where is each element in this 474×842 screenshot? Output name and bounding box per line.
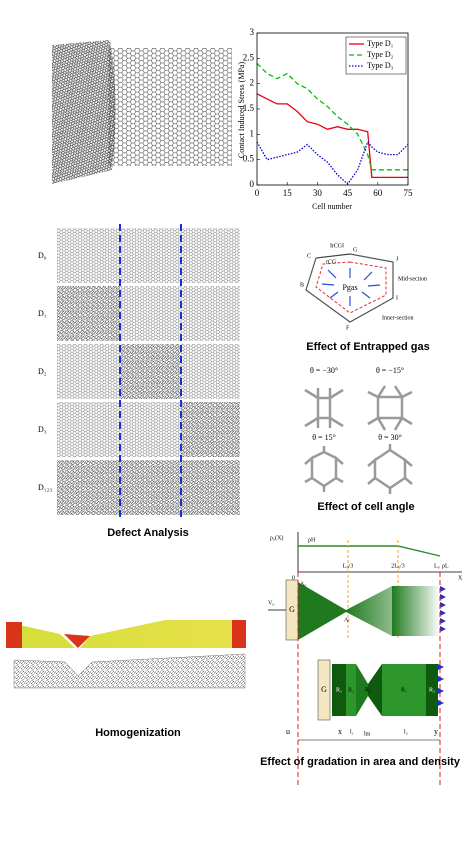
homogenization-image <box>6 620 246 689</box>
row-label: D₀ <box>38 251 47 260</box>
grad-label: Aₗ <box>344 617 349 623</box>
y-axis-label: Contact Induced Stress (MPa) <box>237 62 246 159</box>
grad-label: x <box>338 727 342 736</box>
row-label: D₃ <box>38 425 47 434</box>
x-tick-label: 0 <box>255 188 260 198</box>
caption: Effect of cell angle <box>317 501 414 513</box>
series-line <box>256 93 408 179</box>
caption: Effect of gradation in area and density <box>260 756 461 768</box>
stress-chart: Contact Induced Stress (MPa) Cell number… <box>237 27 413 211</box>
angle-label: θ = −15° <box>376 366 404 375</box>
y-tick-label: 1 <box>250 128 255 138</box>
legend-label: Type D₂ <box>367 50 394 59</box>
gas-label: I <box>396 295 398 301</box>
grad-label: X <box>458 575 463 581</box>
defect-panels <box>57 224 240 518</box>
grad-label: G <box>289 605 295 614</box>
grad-label: R₁ <box>336 687 342 693</box>
gas-diagram <box>305 253 394 323</box>
grad-label: R₃ <box>365 687 371 693</box>
grad-label: lm <box>364 731 371 737</box>
cell-shapes <box>304 385 413 494</box>
y-tick-label: 1.5 <box>243 103 255 113</box>
gas-label: Pgas <box>342 283 357 292</box>
row-label: D₁ <box>38 309 47 318</box>
caption: Homogenization <box>95 727 181 739</box>
gas-label: F <box>346 325 350 331</box>
caption: Effect of Entrapped gas <box>306 341 429 353</box>
grad-label: G <box>321 685 327 694</box>
y-tick-label: 2 <box>250 78 255 88</box>
grad-label: ρ₀(X) <box>270 534 283 541</box>
y-tick-label: 0.5 <box>243 154 255 164</box>
gas-label: Inner-section <box>382 315 414 321</box>
grad-label: A₀ <box>300 581 306 587</box>
gas-label: C <box>307 253 311 259</box>
grad-label: V₀ <box>268 600 274 606</box>
plot-frame <box>256 32 409 186</box>
grad-label: l₂ <box>404 729 408 735</box>
grad-label: ρL <box>442 563 449 569</box>
grad-label: u <box>286 727 290 736</box>
honeycomb-image <box>52 40 232 184</box>
gas-label: Mid-section <box>398 276 427 282</box>
grad-label: ρH <box>308 537 316 543</box>
angle-label: θ = 15° <box>312 433 336 442</box>
gas-label: G <box>353 247 358 253</box>
grad-label: l₁ <box>350 729 354 735</box>
grad-label: R₂ <box>348 687 354 693</box>
x-tick-label: 45 <box>343 188 353 198</box>
grad-label: 0 <box>292 575 295 581</box>
y-tick-label: 0 <box>250 179 255 189</box>
series-line <box>256 62 408 171</box>
angle-label: θ = 30° <box>378 433 402 442</box>
gradation-diagram <box>268 532 462 788</box>
gas-label: rCG <box>326 259 337 265</box>
gas-label: J <box>396 256 399 262</box>
caption: Defect Analysis <box>107 527 189 539</box>
y-tick-label: 3 <box>250 27 255 37</box>
y-tick-label: 2.5 <box>243 52 255 62</box>
x-tick-label: 30 <box>313 188 323 198</box>
grad-label: 2L₀/3 <box>391 563 404 569</box>
grad-label: L₀/3 <box>343 563 353 569</box>
row-label: D₂ <box>38 367 47 376</box>
x-axis-label: Cell number <box>312 202 352 211</box>
gas-label: ‖rCG‖ <box>330 243 344 249</box>
x-tick-label: 15 <box>283 188 293 198</box>
legend-label: Type D₃ <box>367 61 394 70</box>
grad-label: R₁ <box>401 687 407 693</box>
row-label: D₁₂₃ <box>38 483 52 492</box>
angle-label: θ = −30° <box>310 366 338 375</box>
x-tick-label: 60 <box>373 188 383 198</box>
gas-label: B <box>300 282 304 288</box>
legend-box <box>345 36 407 75</box>
grad-label: L₀ <box>434 563 440 569</box>
legend-label: Type D₁ <box>367 39 394 48</box>
grad-label: y <box>434 727 438 736</box>
x-tick-label: 75 <box>404 188 414 198</box>
grad-label: R₂ <box>429 687 435 693</box>
